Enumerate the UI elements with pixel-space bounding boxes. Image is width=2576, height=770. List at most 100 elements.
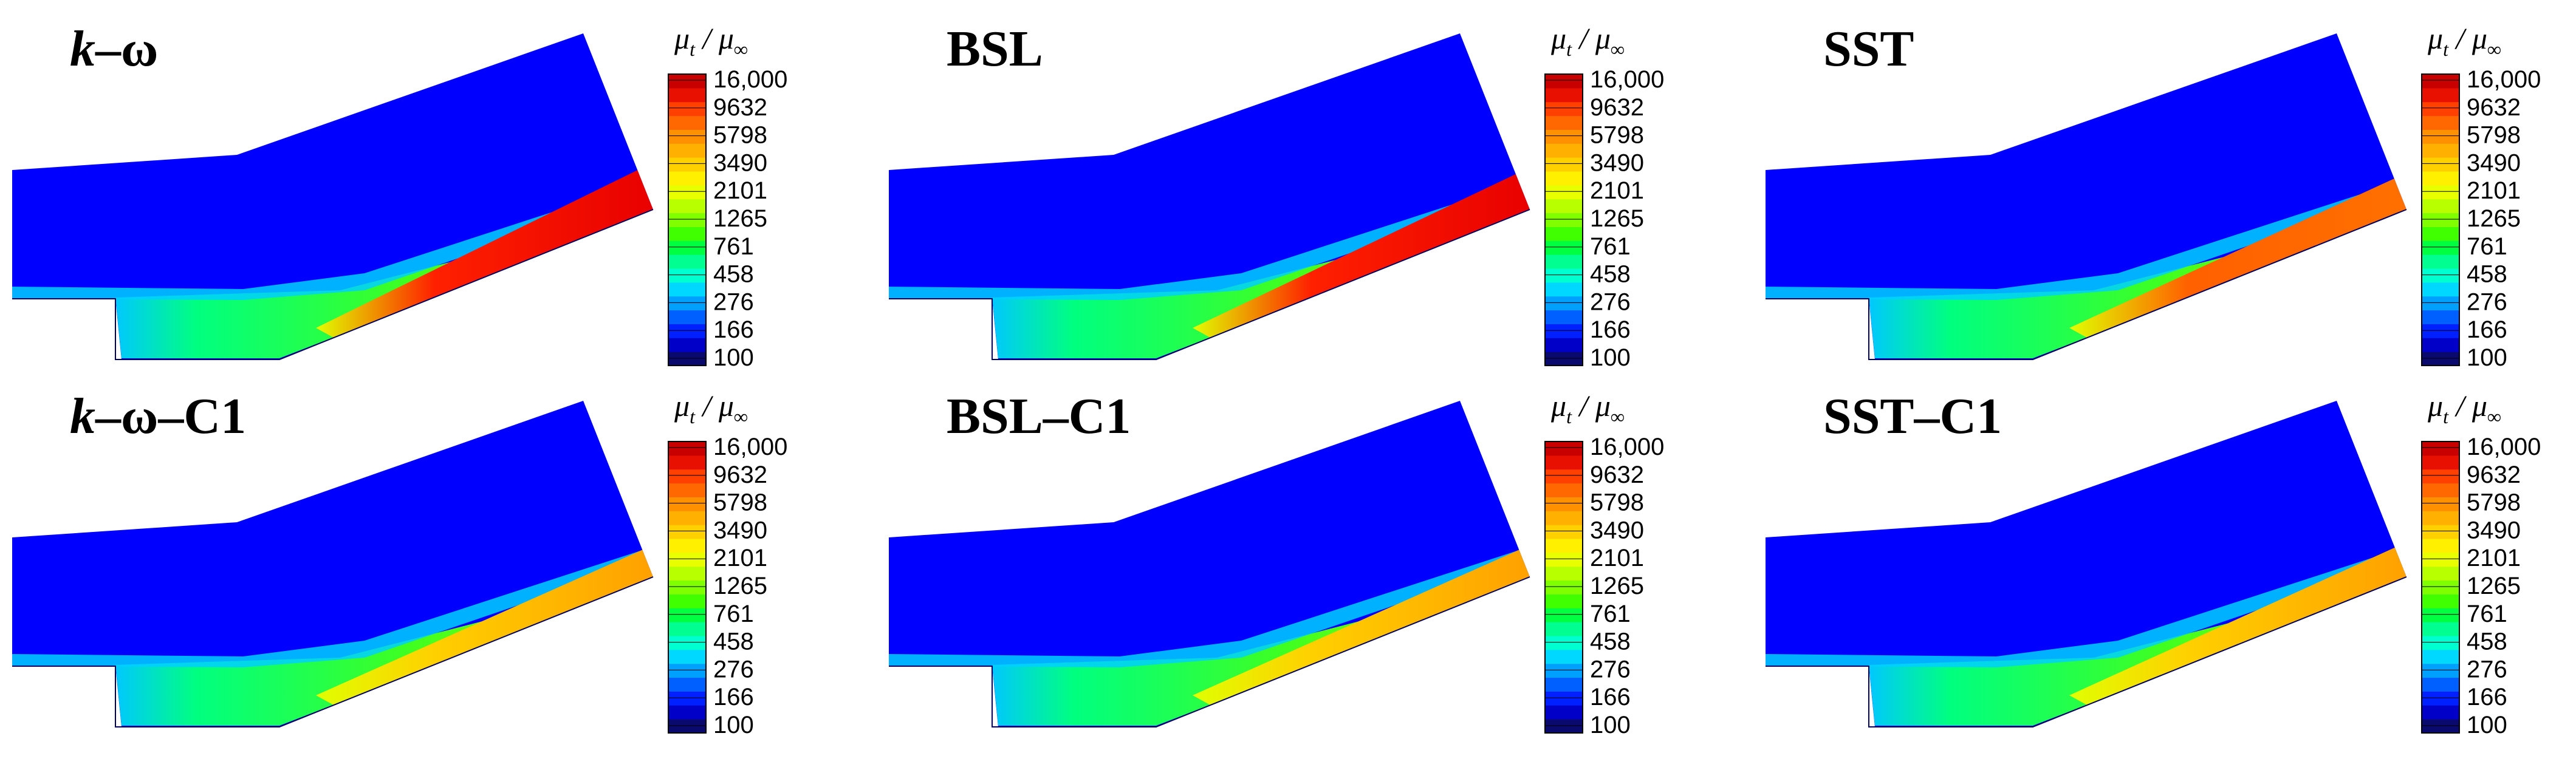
shear-layer xyxy=(889,182,1526,300)
panel-title: k–ω–C1 xyxy=(70,388,246,445)
shear-layer xyxy=(1766,182,2402,300)
colorbar-tick-label: 9632 xyxy=(1590,462,1644,488)
wall-outline xyxy=(1766,209,2407,360)
wall-outline xyxy=(1766,576,2407,727)
colorbar-swatch xyxy=(1545,143,1583,158)
colorbar-tick-label: 5798 xyxy=(713,489,767,516)
colorbar-swatch xyxy=(668,525,706,539)
jet-region xyxy=(1193,169,1530,341)
colorbar-tick-label: 2101 xyxy=(713,545,767,571)
colorbar-swatch xyxy=(1545,240,1583,255)
colorbar-swatch xyxy=(2422,552,2459,567)
colorbar-tick-label: 100 xyxy=(2467,712,2507,738)
colorbar-swatch xyxy=(668,157,706,172)
colorbar-swatch xyxy=(668,608,706,622)
colorbar-frame xyxy=(668,441,707,734)
colorbar-frame xyxy=(2421,73,2460,366)
colorbar-tick-label: 100 xyxy=(713,712,754,738)
colorbar-tick-label: 1265 xyxy=(1590,205,1644,232)
colorbar-swatch xyxy=(1545,539,1583,553)
colorbar-tick-label: 16,000 xyxy=(713,434,787,460)
colorbar-swatch xyxy=(668,441,706,456)
colorbar-swatch xyxy=(1545,705,1583,720)
colorbar-swatch xyxy=(1545,129,1583,144)
colorbar-swatch xyxy=(1545,296,1583,311)
colorbar-tick-label: 761 xyxy=(1590,601,1631,627)
wall-outline xyxy=(12,209,654,360)
panel-bslc1: BSL–C1 μt / μ∞ 16,000963257983490210112657… xyxy=(889,388,1664,738)
colorbar-tick-label: 9632 xyxy=(1590,94,1644,121)
colorbar-swatch xyxy=(2422,185,2459,200)
colorbar-tick-label: 458 xyxy=(2467,261,2507,288)
colorbar-tick-label: 9632 xyxy=(2467,94,2521,121)
colorbar-tick-label: 3490 xyxy=(1590,517,1644,543)
colorbar-swatch xyxy=(2422,338,2459,352)
colorbar-tick-label: 276 xyxy=(2467,656,2507,683)
colorbar-frame xyxy=(668,73,707,366)
colorbar-swatch xyxy=(2422,129,2459,144)
colorbar-swatch xyxy=(668,101,706,117)
colorbar-tick-label: 1265 xyxy=(713,205,767,232)
jet-region xyxy=(2069,543,2406,709)
colorbar-tick-label: 2101 xyxy=(1590,545,1644,571)
colorbar: μt / μ∞ 16,000963257983490210112657614582… xyxy=(1544,21,1664,371)
colorbar-swatch xyxy=(2422,227,2459,241)
colorbar-swatch xyxy=(2422,199,2459,214)
colorbar-tick-label: 276 xyxy=(1590,656,1631,683)
colorbar-swatch xyxy=(2422,268,2459,283)
colorbar-tick-label: 5798 xyxy=(1590,122,1644,149)
colorbar-swatch xyxy=(668,129,706,144)
colorbar-swatch xyxy=(2422,497,2459,511)
colorbar-tick-label: 458 xyxy=(713,261,754,288)
colorbar: μt / μ∞ 16,000963257983490210112657614582… xyxy=(2421,389,2541,738)
colorbar-swatch xyxy=(1545,441,1583,456)
colorbar-tick-label: 5798 xyxy=(713,122,767,149)
colorbar-swatch xyxy=(1545,185,1583,200)
colorbar-swatch xyxy=(1545,552,1583,567)
jet-region xyxy=(2069,174,2406,341)
colorbar-swatch xyxy=(2422,622,2459,636)
colorbar-swatch xyxy=(668,649,706,664)
colorbar-swatch xyxy=(668,483,706,497)
flow-domain xyxy=(12,401,653,727)
shear-layer xyxy=(12,550,649,667)
panel-kw: k–ω μt / μ∞ 16,000963257983490210112657614… xyxy=(12,21,787,371)
colorbar-swatch xyxy=(668,719,706,734)
jet-region xyxy=(316,546,653,709)
colorbar-swatch xyxy=(668,254,706,269)
colorbar-swatch xyxy=(668,324,706,338)
colorbar-tick-label: 100 xyxy=(1590,712,1631,738)
colorbar-swatch xyxy=(1545,622,1583,636)
colorbar-swatch xyxy=(2422,282,2459,297)
colorbar-swatch xyxy=(1545,677,1583,692)
colorbar-frame xyxy=(1544,441,1583,734)
colorbar-tick-label: 16,000 xyxy=(2467,66,2541,93)
flow-domain xyxy=(889,33,1530,359)
colorbar-tick-label: 761 xyxy=(2467,601,2507,627)
colorbar-swatch xyxy=(1545,213,1583,227)
flow-domain xyxy=(12,33,653,359)
colorbar-tick-label: 276 xyxy=(1590,288,1631,315)
colorbar-tick-label: 276 xyxy=(713,656,754,683)
colorbar-swatch xyxy=(2422,157,2459,172)
colorbar-swatch xyxy=(1545,566,1583,581)
colorbar-swatch xyxy=(2422,663,2459,678)
colorbar-tick-label: 3490 xyxy=(1590,149,1644,176)
colorbar-swatch xyxy=(2422,691,2459,706)
panel-title: BSL xyxy=(947,21,1043,77)
colorbar-swatch xyxy=(2422,511,2459,525)
colorbar-title: μt / μ∞ xyxy=(674,21,748,60)
flow-domain xyxy=(1766,401,2406,727)
colorbar-swatch xyxy=(1545,483,1583,497)
colorbar-tick-label: 2101 xyxy=(2467,177,2521,204)
wall-outline xyxy=(889,576,1530,727)
colorbar-tick-label: 761 xyxy=(713,601,754,627)
colorbar-swatch xyxy=(2422,143,2459,158)
panel-sstc1: SST–C1 μt / μ∞ 16,000963257983490210112657… xyxy=(1766,388,2541,738)
colorbar-swatch xyxy=(668,469,706,484)
shear-layer xyxy=(12,182,649,300)
colorbar-tick-label: 5798 xyxy=(2467,489,2521,516)
shear-layer xyxy=(1766,550,2402,667)
flow-domain xyxy=(1766,33,2406,359)
